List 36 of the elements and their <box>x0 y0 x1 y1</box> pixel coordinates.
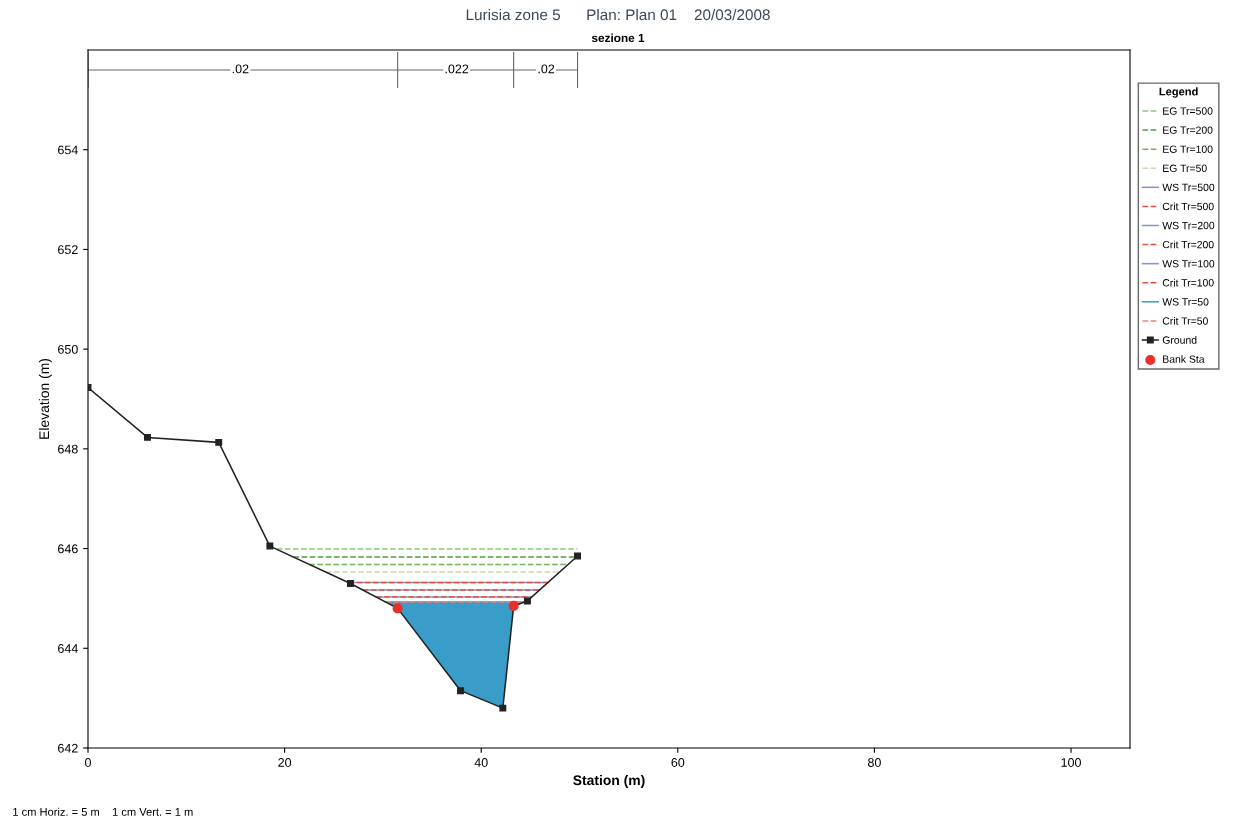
chart-subtitle: sezione 1 <box>591 33 645 43</box>
legend-label: Crit Tr=50 <box>1162 317 1208 325</box>
x-tick-label: 20 <box>278 758 292 767</box>
y-tick-label: 654 <box>58 145 78 155</box>
x-tick-label: 40 <box>474 758 488 767</box>
annotation: .022 <box>445 64 469 74</box>
y-tick-label: 648 <box>58 444 78 454</box>
legend-label: WS Tr=500 <box>1162 183 1215 192</box>
x-tick-label: 0 <box>85 758 91 767</box>
y-tick-label: 650 <box>58 344 78 354</box>
x-tick-label: 100 <box>1061 758 1081 767</box>
y-tick-label: 652 <box>58 245 78 255</box>
text: 1 cm Horiz. = 5 m 1 cm Vert. = 1 m <box>13 807 193 816</box>
legend-label: WS Tr=50 <box>1162 298 1209 306</box>
x-tick-label: 80 <box>868 758 881 767</box>
legend-label: Ground <box>1162 336 1197 344</box>
y-tick-label: 644 <box>58 644 78 653</box>
legend-label: Crit Tr=100 <box>1162 278 1214 287</box>
legend-label: WS Tr=100 <box>1162 260 1215 268</box>
y-tick-label: 646 <box>58 544 78 554</box>
x-axis-title: Station (m) <box>573 774 645 788</box>
legend-label: EG Tr=500 <box>1163 107 1213 115</box>
chart-title: Lurisia zone 5 Plan: Plan 01 20/03/2008 <box>466 8 770 21</box>
legend-label: EG Tr=100 <box>1163 145 1213 153</box>
annotation: .02 <box>538 64 555 74</box>
legend-label: EG Tr=200 <box>1163 126 1213 134</box>
legend-label: Bank Sta <box>1163 355 1205 363</box>
legend-label: WS Tr=200 <box>1162 221 1215 230</box>
annotation: .02 <box>232 64 249 74</box>
y-tick-label: 642 <box>58 743 78 753</box>
y-axis-title: Elevation (m) <box>38 358 52 439</box>
legend-label: Crit Tr=500 <box>1162 202 1214 211</box>
x-tick-label: 60 <box>671 758 685 767</box>
legend-title: Legend <box>1159 87 1198 98</box>
legend-label: EG Tr=50 <box>1163 164 1207 172</box>
legend-label: Crit Tr=200 <box>1162 240 1214 249</box>
